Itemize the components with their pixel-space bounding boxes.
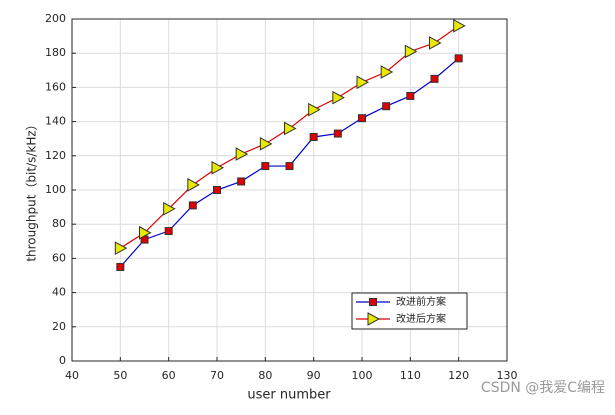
marker [284,121,297,136]
marker [237,177,246,186]
plot-frame [71,18,508,362]
y-tick-label: 160 [45,80,66,93]
y-tick-label: 200 [45,12,66,25]
marker [213,186,221,194]
x-tick-label: 60 [162,369,176,382]
marker [285,162,294,171]
marker [235,147,249,161]
marker [259,136,273,151]
marker [430,74,439,83]
x-tick-label: 70 [210,369,224,382]
legend-label: 改进前方案 [396,295,446,308]
marker [139,225,152,240]
x-tick-label: 80 [258,369,272,382]
y-tick-label: 140 [45,115,66,128]
x-tick-label: 90 [307,369,321,382]
marker [453,18,466,33]
marker [332,90,345,105]
marker [308,102,321,117]
marker [380,65,394,79]
marker [211,160,225,175]
marker [356,75,370,90]
y-tick-label: 60 [52,251,66,264]
legend-label: 改进后方案 [396,312,446,325]
marker [164,227,173,236]
marker [261,162,270,171]
legend-marker [369,298,377,306]
x-tick-label: 40 [65,369,79,382]
y-tick-label: 80 [52,217,66,230]
marker [429,36,442,50]
marker [454,54,463,63]
x-tick-label: 100 [352,369,373,382]
marker [309,132,318,141]
y-tick-label: 20 [52,320,66,333]
legend-marker [367,312,381,326]
marker [382,102,391,111]
marker [187,178,200,192]
x-tick-label: 50 [113,369,127,382]
marker [116,262,125,271]
marker [406,91,415,100]
marker [114,241,128,255]
x-axis-label: user number [247,388,331,403]
y-tick-label: 180 [45,46,66,59]
x-tick-label: 110 [400,369,421,382]
y-tick-label: 120 [45,149,66,162]
marker [404,44,418,59]
y-tick-label: 0 [59,354,66,367]
y-tick-label: 40 [52,286,66,299]
y-axis-label: throughput（bit/s/kHz） [25,118,39,261]
marker [333,129,342,138]
x-tick-label: 120 [448,369,469,382]
y-tick-label: 100 [45,183,66,196]
marker [358,114,366,123]
x-tick-label: 130 [497,369,518,382]
marker [163,201,176,216]
watermark: CSDN @我爱C编程 [481,380,605,396]
marker [188,201,197,210]
